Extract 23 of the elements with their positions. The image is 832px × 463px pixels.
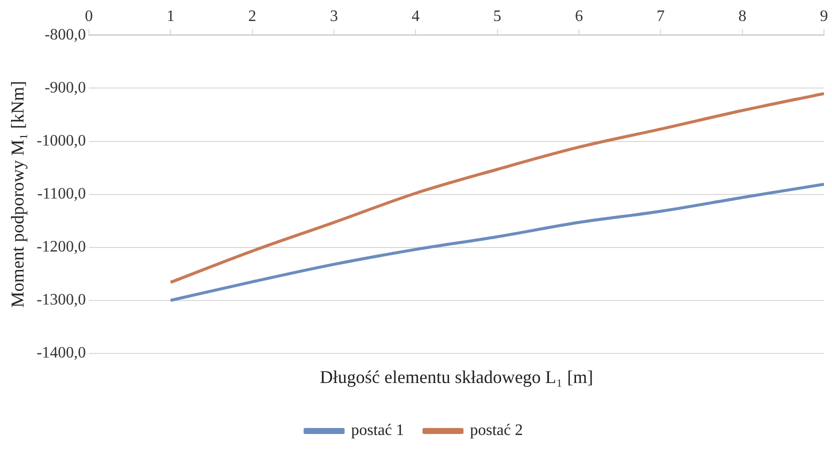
line-series: [169, 92, 824, 284]
x-tick-label: 5: [493, 8, 502, 25]
y-tick-label: -1200,0: [36, 238, 86, 256]
line-series: [169, 182, 824, 302]
y-axis-title: Moment podporowy M₁ [kNm]: [8, 80, 28, 308]
x-tick-label: 8: [738, 8, 746, 25]
x-axis-title: Długość elementu składowego L₁ [m]: [320, 366, 594, 387]
y-tick-label: -1000,0: [36, 132, 86, 150]
x-tick-label: 9: [820, 8, 828, 25]
x-tick-label: 6: [574, 8, 583, 25]
x-tick-label: 4: [412, 8, 420, 25]
y-tick-label: -1400,0: [36, 344, 86, 362]
y-tick-label: -900,0: [44, 79, 86, 96]
y-tick-label: -800,0: [44, 26, 86, 44]
x-tick-label: 1: [166, 8, 175, 25]
y-tick-label: -1300,0: [36, 292, 86, 309]
y-tick-label: -1100,0: [37, 186, 86, 203]
legend-label: postać 1: [351, 422, 404, 440]
x-tick-label: 3: [330, 8, 338, 25]
x-tick-label: 7: [656, 8, 665, 25]
x-tick-label: 2: [248, 8, 256, 25]
x-tick-label: 0: [84, 8, 93, 25]
legend-label: postać 2: [470, 422, 523, 440]
